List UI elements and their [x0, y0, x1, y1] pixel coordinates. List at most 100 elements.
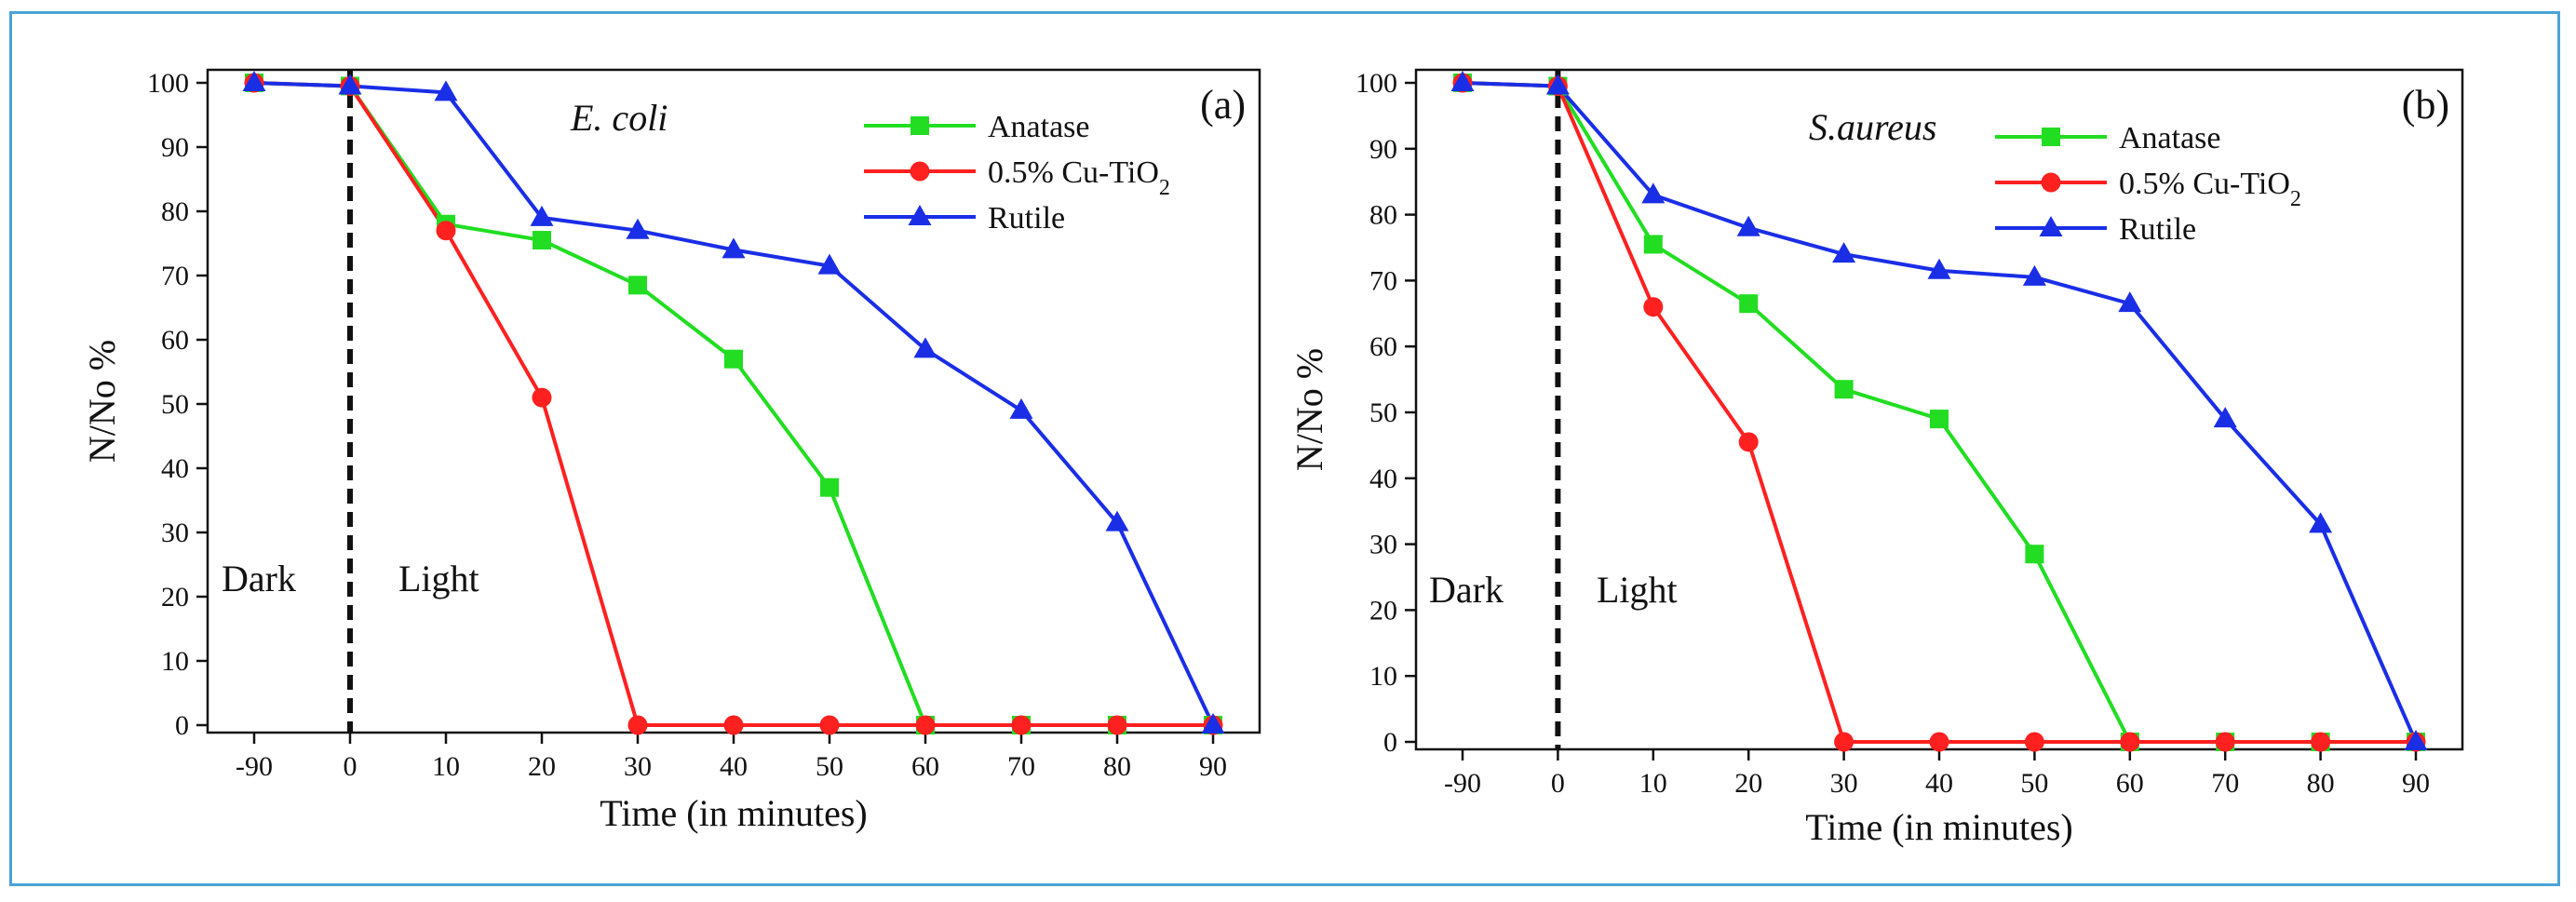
data-point-rutile [722, 237, 746, 259]
legend-label-anatase: Anatase [988, 110, 1090, 144]
chart-panel-b: 0 10 20 30 40 50 60 70 80 90 100 -90 0 10 20 30 40 50 60 70… [1288, 68, 2464, 848]
chart-panel-a: 0 10 20 30 40 50 60 70 80 90 100 -90 0 10 20 30 40 50 60 70… [81, 68, 1261, 834]
x-tick-label: 10 [432, 751, 460, 782]
y-tick-label: 0 [1383, 727, 1397, 758]
data-point-rutile [1736, 215, 1760, 236]
y-tick-label: 40 [1369, 464, 1397, 494]
legend-marker-rutile [2039, 216, 2063, 236]
data-point-cu-tio2 [436, 221, 456, 241]
data-point-cu-tio2 [1929, 732, 1949, 752]
y-tick-label: 80 [161, 196, 189, 227]
data-point-rutile [2213, 407, 2237, 428]
data-point-cu-tio2 [819, 715, 840, 735]
data-point-anatase [1930, 410, 1949, 429]
data-point-cu-tio2 [2311, 732, 2331, 752]
data-point-rutile [626, 218, 650, 239]
y-tick-label: 80 [1369, 200, 1397, 231]
legend-marker-rutile [908, 205, 932, 225]
x-tick-label: 80 [2307, 768, 2335, 799]
dark-region-label: Dark [222, 558, 296, 599]
data-point-cu-tio2 [1738, 432, 1759, 452]
data-point-rutile [1832, 242, 1856, 263]
light-region-label: Light [398, 558, 479, 599]
data-point-rutile [1450, 71, 1475, 91]
x-tick-label: 80 [1103, 751, 1131, 782]
data-point-rutile [2404, 730, 2428, 750]
data-point-rutile [338, 74, 362, 95]
data-point-anatase [1834, 380, 1854, 399]
data-point-rutile [1927, 258, 1951, 279]
y-tick-label: 20 [1369, 595, 1397, 626]
plot-frame [1414, 68, 2464, 751]
y-tick-label: 100 [1355, 68, 1397, 99]
light-region-label: Light [1597, 569, 1678, 611]
legend-label-cu-tio2: 0.5% Cu-TiO2 [2119, 167, 2301, 211]
y-tick-label: 30 [161, 518, 189, 548]
x-tick-label: 90 [1199, 751, 1227, 782]
x-tick-label: 20 [528, 751, 556, 782]
data-point-rutile [817, 253, 842, 275]
y-tick-label: 10 [1369, 661, 1397, 692]
data-point-rutile [2118, 291, 2142, 313]
y-tick-label: 70 [1369, 265, 1397, 296]
panel-label: (b) [2402, 82, 2449, 128]
y-tick-label: 0 [175, 710, 189, 741]
y-tick-label: 100 [147, 68, 189, 99]
data-point-rutile [913, 337, 937, 358]
legend-label-cu-tio2: 0.5% Cu-TiO2 [988, 155, 1170, 200]
x-tick-label: 0 [1551, 768, 1565, 799]
data-point-rutile [1105, 510, 1129, 532]
y-tick-label: 10 [161, 646, 189, 677]
x-tick-label: -90 [236, 751, 273, 782]
y-axis-label: N/No % [81, 340, 123, 463]
data-point-anatase [2025, 545, 2044, 564]
x-tick-label: 60 [911, 751, 939, 782]
x-tick-label: 30 [1830, 768, 1858, 799]
data-point-anatase [820, 478, 839, 497]
legend-label-rutile: Rutile [2119, 212, 2196, 247]
x-tick-label: 30 [624, 751, 652, 782]
data-point-cu-tio2 [2024, 732, 2044, 752]
x-axis-label: Time (in minutes) [600, 792, 867, 834]
data-point-cu-tio2 [723, 715, 744, 735]
x-tick-label: 50 [816, 751, 843, 782]
legend-label-rutile: Rutile [988, 201, 1065, 236]
x-tick-label: 0 [344, 751, 357, 782]
x-tick-label: 90 [2402, 768, 2430, 799]
data-point-cu-tio2 [1011, 715, 1032, 735]
x-tick-label: 40 [720, 751, 748, 782]
x-tick-label: 70 [2211, 768, 2239, 799]
data-point-cu-tio2 [2120, 732, 2140, 752]
data-point-rutile [530, 205, 554, 226]
data-point-cu-tio2 [2215, 732, 2235, 752]
y-tick-label: 30 [1369, 530, 1397, 560]
x-tick-label: 50 [2020, 768, 2048, 799]
data-point-anatase [1643, 235, 1663, 254]
data-point-anatase [628, 276, 647, 295]
data-point-rutile [1545, 74, 1570, 95]
data-point-rutile [2309, 512, 2333, 533]
legend-marker-cu-tio2 [910, 161, 930, 182]
legend-marker-anatase [910, 116, 929, 135]
y-tick-label: 60 [161, 325, 189, 356]
organism-title: S.aureus [1809, 106, 1936, 148]
legend-marker-cu-tio2 [2041, 172, 2061, 193]
data-point-cu-tio2 [627, 715, 648, 735]
legend-marker-anatase [2042, 128, 2060, 146]
data-point-rutile [1009, 397, 1033, 419]
y-tick-label: 40 [161, 453, 189, 484]
data-point-cu-tio2 [1107, 715, 1127, 735]
y-tick-label: 20 [161, 582, 189, 613]
data-point-anatase [533, 231, 551, 250]
y-tick-label: 50 [161, 389, 189, 420]
y-axis-label: N/No % [1288, 348, 1330, 471]
data-point-anatase [724, 349, 743, 369]
x-tick-label: -90 [1444, 768, 1481, 799]
data-point-cu-tio2 [532, 387, 552, 408]
legend-label-anatase: Anatase [2119, 121, 2221, 155]
data-point-rutile [434, 80, 458, 101]
data-point-anatase [1739, 294, 1759, 314]
x-tick-label: 40 [1925, 768, 1953, 799]
data-point-cu-tio2 [1643, 297, 1664, 317]
